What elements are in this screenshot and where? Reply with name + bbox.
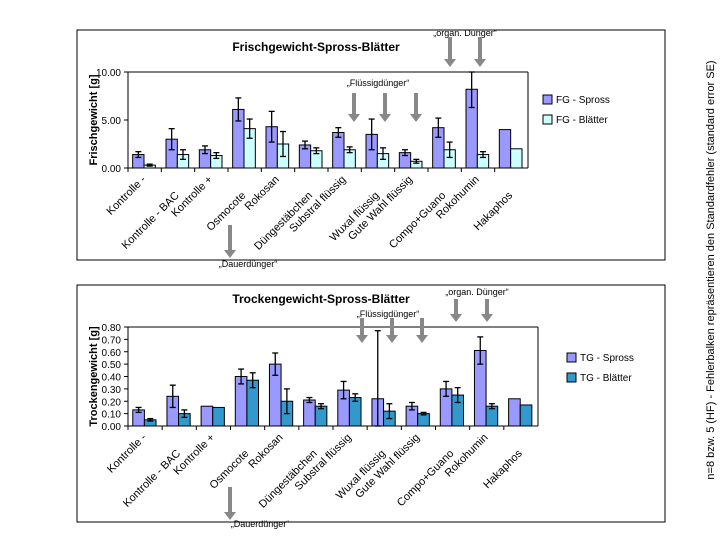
bar-blaetter xyxy=(212,406,225,427)
y-axis-label: Frischgewicht [g] xyxy=(88,74,100,165)
y-tick-label: 0.20 xyxy=(102,397,122,408)
arrow-marker xyxy=(224,487,236,520)
y-tick-label: 0.70 xyxy=(102,335,122,346)
arrow-marker-head xyxy=(481,314,493,322)
legend-label: FG - Blätter xyxy=(556,115,608,126)
bar-spross xyxy=(498,129,512,169)
chart-title: Frischgewicht-Spross-Blätter xyxy=(232,40,400,54)
y-tick-label: 0.00 xyxy=(102,422,122,433)
bar-spross xyxy=(508,398,521,427)
y-tick-label: 0.00 xyxy=(102,164,122,175)
arrow-marker-head xyxy=(386,335,398,343)
arrow-marker xyxy=(410,93,422,122)
side-note-panel: n=8 bzw. 5 (HF) - Fehlerbalken repräsent… xyxy=(705,60,717,479)
annotation-organic: „organ. Dünger“ xyxy=(445,287,509,297)
annotation-longterm: „Dauerdünger“ xyxy=(231,519,290,529)
arrow-marker xyxy=(416,318,428,343)
y-tick-label: 0.80 xyxy=(102,323,122,334)
y-tick-label: 0.10 xyxy=(102,410,122,421)
y-tick-label: 0.50 xyxy=(102,360,122,371)
bar-spross xyxy=(303,399,316,427)
arrow-marker-head xyxy=(410,114,422,122)
arrow-marker-head xyxy=(348,114,360,122)
chart-fresh-weight: Frischgewicht-Spross-Blätter Frischgewich… xyxy=(76,28,666,269)
arrow-marker xyxy=(474,37,486,67)
chart-dry-weight: Trockengewicht-Spross-Blätter Trockengewi… xyxy=(76,284,666,529)
y-tick-label: 0.60 xyxy=(102,348,122,359)
bar-spross xyxy=(200,405,214,427)
side-note-text: n=8 bzw. 5 (HF) - Fehlerbalken repräsent… xyxy=(705,60,717,479)
arrow-marker xyxy=(481,299,493,322)
arrow-marker xyxy=(379,93,391,122)
y-tick-label: 5.00 xyxy=(102,116,122,127)
arrow-marker-head xyxy=(379,114,391,122)
y-axis-label: Trockengewicht [g] xyxy=(88,326,100,427)
arrow-marker-head xyxy=(450,314,462,322)
arrow-marker-head xyxy=(444,59,456,67)
arrow-marker-head xyxy=(416,335,428,343)
arrow-marker xyxy=(348,93,360,122)
arrow-marker-head xyxy=(474,59,486,67)
annotation-liquid: „Flüssigdünger“ xyxy=(357,309,420,319)
arrow-marker-head xyxy=(356,335,368,343)
arrow-marker-head xyxy=(224,250,236,258)
y-tick-label: 10.00 xyxy=(96,68,121,79)
legend-label: FG - Spross xyxy=(556,95,610,106)
legend-swatch xyxy=(542,114,553,125)
arrow-marker xyxy=(356,318,368,343)
legend-label: TG - Spross xyxy=(580,353,634,364)
bar-blaetter xyxy=(510,148,523,169)
legend-swatch xyxy=(566,372,577,383)
arrow-marker xyxy=(224,225,236,258)
legend-label: TG - Blätter xyxy=(580,373,632,384)
arrow-marker xyxy=(444,37,456,67)
bar-blaetter xyxy=(519,404,533,427)
chart-title: Trockengewicht-Spross-Blätter xyxy=(232,292,410,306)
arrow-marker xyxy=(450,299,462,322)
arrow-marker-head xyxy=(224,512,236,520)
y-tick-label: 0.40 xyxy=(102,373,122,384)
legend-swatch xyxy=(542,94,553,105)
arrow-marker xyxy=(386,318,398,343)
annotation-longterm: „Dauerdünger“ xyxy=(219,259,278,269)
legend-swatch xyxy=(566,352,577,363)
y-tick-label: 0.30 xyxy=(102,385,122,396)
annotation-organic: „organ. Dünger“ xyxy=(433,28,497,38)
annotation-liquid: „Flüssigdünger“ xyxy=(347,78,410,88)
